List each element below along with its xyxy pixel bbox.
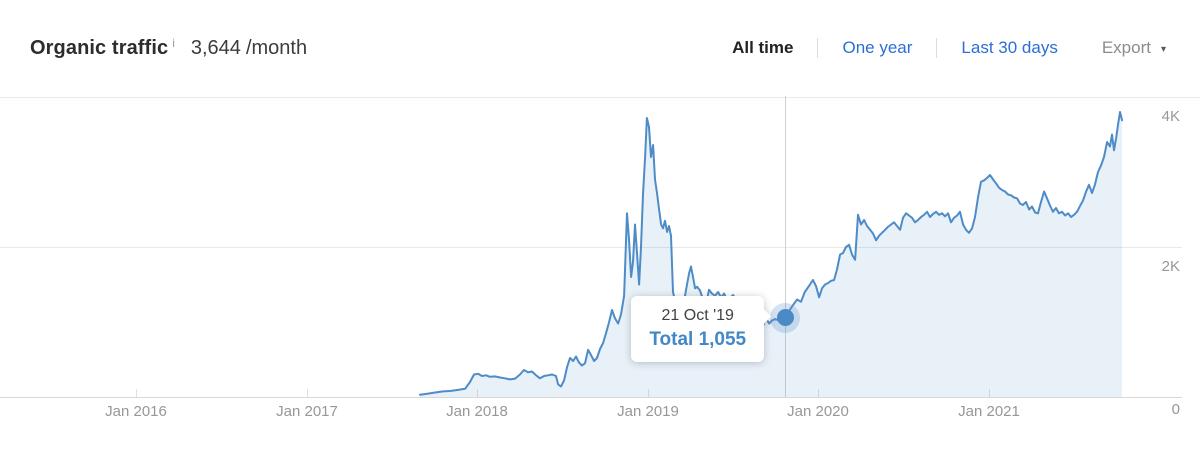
y-axis-label-4K: 4K <box>1161 108 1180 125</box>
tab-one-year[interactable]: One year <box>842 38 913 57</box>
crosshair-line <box>785 96 786 397</box>
y-axis-label-2K: 2K <box>1161 258 1180 275</box>
panel-title: Organic traffic <box>30 36 169 59</box>
x-axis-label-Jan-2018: Jan 2018 <box>446 403 508 420</box>
x-tick-Jan-2017 <box>307 389 308 397</box>
x-tick-Jan-2018 <box>477 389 478 397</box>
panel-header: Organic traffic i 3,644/month All time O… <box>0 0 1200 96</box>
tab-all-time[interactable]: All time <box>732 38 794 57</box>
tab-last-30-days[interactable]: Last 30 days <box>961 38 1058 57</box>
gridline-4K <box>0 97 1200 98</box>
tooltip-total-value: Total 1,055 <box>649 329 747 350</box>
export-label: Export <box>1101 38 1151 57</box>
tab-separator <box>936 38 938 58</box>
traffic-value: 3,644 <box>190 36 241 59</box>
traffic-metric: 3,644/month <box>191 37 307 60</box>
x-axis-label-Jan-2020: Jan 2020 <box>787 403 849 420</box>
title-group: Organic traffic i 3,644/month <box>30 35 307 60</box>
chart-tooltip: 21 Oct '19 Total 1,055 <box>631 296 765 362</box>
info-icon[interactable]: i <box>172 35 175 50</box>
traffic-area-fill <box>420 112 1123 397</box>
chevron-down-icon: ▾ <box>1160 43 1166 55</box>
x-tick-Jan-2021 <box>989 389 990 397</box>
x-tick-Jan-2019 <box>648 389 649 397</box>
x-tick-Jan-2020 <box>818 389 819 397</box>
marker-dot <box>776 309 794 327</box>
range-controls: All time One year Last 30 days Export ▾ <box>732 34 1166 62</box>
x-axis-label-Jan-2016: Jan 2016 <box>105 403 167 420</box>
gridline-2K <box>0 247 1182 248</box>
x-axis-label-Jan-2017: Jan 2017 <box>276 403 338 420</box>
traffic-unit: /month <box>245 36 308 59</box>
y-axis-label-0: 0 <box>1171 401 1180 418</box>
x-tick-Jan-2016 <box>136 389 137 397</box>
x-axis-line <box>0 397 1182 398</box>
tab-separator <box>817 38 819 58</box>
tooltip-date: 21 Oct '19 <box>661 307 734 324</box>
export-button[interactable]: Export ▾ <box>1102 38 1166 58</box>
x-axis-label-Jan-2021: Jan 2021 <box>958 403 1020 420</box>
x-axis-label-Jan-2019: Jan 2019 <box>617 403 679 420</box>
